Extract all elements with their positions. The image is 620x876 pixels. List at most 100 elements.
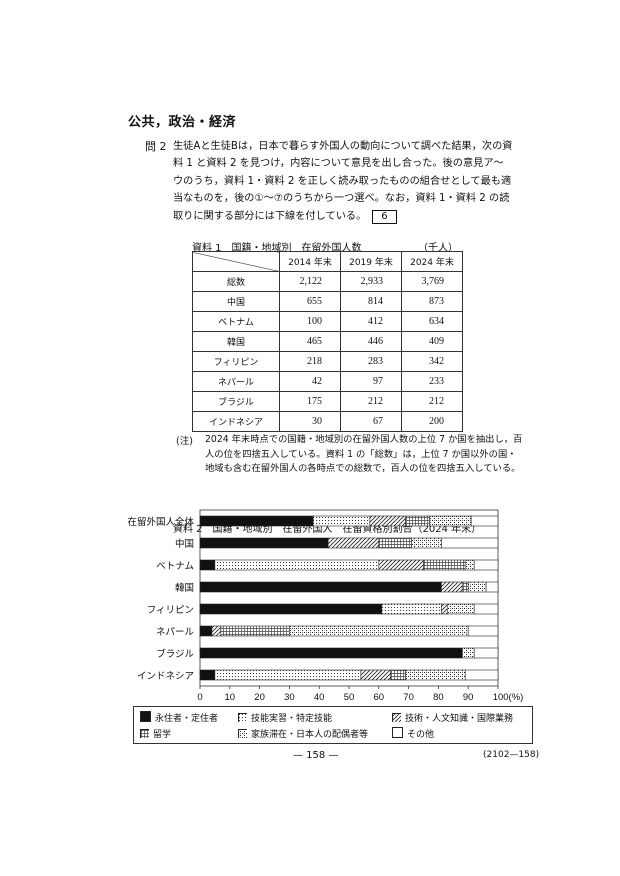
category-label: インドネシア [136, 671, 194, 682]
x-tick-label: 50 [343, 692, 355, 703]
bar-segment [199, 581, 442, 593]
chart-plot-frame [199, 509, 499, 687]
bar-segment [378, 537, 412, 549]
bar-segment [214, 669, 362, 681]
question-text: 生徒Aと生徒Bは，日本で暮らす外国人の動向について調べた結果，次の資料 1 と資… [173, 138, 513, 225]
chart-legend: 永住者・定住者 技能実習・特定技能 技術・人文知識・国際業務 留学 家族滞在・日… [133, 706, 533, 744]
legend-label-5: その他 [407, 730, 435, 740]
bar-segment [447, 603, 475, 615]
legend-swatch-empty-icon [392, 727, 403, 738]
category-label: 中国 [174, 539, 194, 550]
bar-segment [411, 537, 442, 549]
bar-segment [289, 625, 469, 637]
legend-swatch-diagonal-icon [392, 713, 401, 722]
x-tick-label: 40 [313, 692, 325, 703]
bar-segment [360, 669, 392, 681]
bar-segment [199, 647, 463, 659]
x-tick-label: 0 [197, 692, 203, 703]
bar-segment [199, 625, 213, 637]
bar-segment [211, 625, 222, 637]
category-label: ベトナム [156, 561, 194, 572]
table1: 2014 年末 2019 年末 2024 年末 総数 2,122 2,933 3,76… [192, 251, 463, 432]
table1-row: ネパール 42 97 233 [192, 371, 463, 392]
legend-item-5: その他 [392, 727, 434, 740]
legend-item-1: 技能実習・特定技能 [238, 711, 332, 724]
section-title: 公共，政治・経済 [128, 115, 237, 130]
table1-body: 総数 2,122 2,933 3,769 中国 655 814 873 ベトナム 100 412 63… [192, 271, 463, 432]
question-body: 生徒Aと生徒Bは，日本で暮らす外国人の動向について調べた結果，次の資料 1 と資… [173, 141, 513, 222]
bar-segment [199, 559, 216, 571]
bar-segment [473, 647, 499, 659]
chart-title: 資料 2 国籍・地域別 在留外国人 在留資格別割合（2024 年末） [173, 524, 482, 535]
bar-segment [369, 515, 406, 527]
legend-swatch-dots-icon [238, 713, 247, 722]
bar-segment [470, 515, 499, 527]
bar-segment [214, 559, 380, 571]
bar-segment [429, 515, 472, 527]
question-label: 問 2 [145, 140, 167, 153]
category-label: 在留外国人全体 [127, 517, 194, 528]
x-tick-label: 100(%) [492, 692, 524, 703]
bar-segment [467, 625, 499, 637]
x-tick-label: 20 [254, 692, 265, 703]
bar-segment [473, 603, 499, 615]
category-label: ネパール [155, 627, 194, 638]
legend-label-0: 永住者・定住者 [155, 714, 219, 724]
table1-row: 中国 655 814 873 [192, 291, 463, 312]
bar-segment [464, 559, 475, 571]
x-tick-label: 70 [403, 692, 414, 703]
legend-label-3: 留学 [153, 730, 172, 740]
bar-segment [464, 669, 499, 681]
bar-segment [378, 559, 424, 571]
table1-cell: 200 [401, 411, 463, 432]
x-tick-label: 90 [462, 692, 474, 703]
bar-segment [199, 515, 314, 527]
bar-segment [461, 647, 475, 659]
page-number: — 158 — [293, 750, 339, 761]
legend-item-3: 留学 [140, 727, 171, 740]
bar-segment [485, 581, 499, 593]
legend-item-4: 家族滞在・日本人の配偶者等 [238, 727, 368, 740]
bar-segment [473, 559, 499, 571]
legend-item-0: 永住者・定住者 [140, 711, 218, 724]
bar-segment [327, 537, 380, 549]
bar-segment [423, 559, 466, 571]
table1-title: 資料 1 国籍・地域別 在留外国人数 [192, 243, 362, 254]
table1-header-row: 2014 年末 2019 年末 2024 年末 [192, 251, 463, 272]
legend-item-2: 技術・人文知識・国際業務 [392, 711, 513, 724]
legend-swatch-mixed-icon [238, 729, 247, 738]
legend-label-1: 技能実習・特定技能 [251, 714, 333, 724]
note-text: 2024 年末時点での国籍・地域別の在留外国人数の上位 7 か国を抽出し，百人の… [205, 434, 523, 474]
legend-swatch-solid-icon [140, 711, 151, 722]
category-label: ブラジル [156, 649, 194, 660]
bar-segment [390, 669, 406, 681]
bar-segment [467, 581, 487, 593]
stacked-bar-chart [199, 509, 499, 689]
category-label: フィリピン [146, 605, 194, 616]
table1-row: ベトナム 100 412 634 [192, 311, 463, 332]
table1-row: フィリピン 218 283 342 [192, 351, 463, 372]
x-tick-label: 10 [224, 692, 236, 703]
bar-segment [199, 669, 216, 681]
bar-segment [441, 537, 499, 549]
category-label: 韓国 [174, 583, 194, 594]
bar-segment [220, 625, 290, 637]
legend-label-4: 家族滞在・日本人の配偶者等 [251, 730, 369, 740]
table1-row: ブラジル 175 212 212 [192, 391, 463, 412]
bar-segment [312, 515, 371, 527]
legend-label-2: 技術・人文知識・国際業務 [405, 714, 514, 724]
note-label: (注) [176, 436, 193, 447]
bar-segment [441, 581, 463, 593]
x-tick-label: 80 [433, 692, 444, 703]
answer-number-box: 6 [372, 209, 397, 224]
bar-segment [405, 515, 430, 527]
page-code: (2102—158) [483, 750, 540, 760]
bar-segment [381, 603, 442, 615]
table1-unit: （千人） [418, 243, 458, 254]
bar-segment [199, 537, 329, 549]
x-tick-label: 60 [373, 692, 385, 703]
x-tick-label: 30 [284, 692, 295, 703]
legend-swatch-grid-icon [140, 729, 149, 738]
bar-segment [199, 603, 383, 615]
bar-segment [441, 603, 448, 615]
